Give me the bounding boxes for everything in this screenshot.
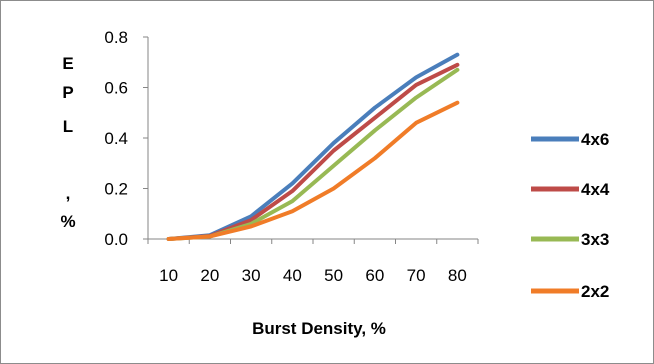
legend-label-4x4: 4x4 [581,180,610,199]
x-tick-label: 30 [242,266,261,285]
x-tick-label: 80 [448,266,467,285]
x-axis-ticks: 10 20 30 40 50 60 70 80 [147,239,479,285]
y-tick-label: 0.0 [104,230,128,249]
legend-label-4x6: 4x6 [581,130,609,149]
y-axis-title-char: P [62,83,73,102]
x-tick-label: 10 [159,266,178,285]
series-lines [166,52,460,241]
x-tick-label: 60 [365,266,384,285]
y-tick-label: 0.2 [104,180,128,199]
series-line-2x2 [166,100,460,241]
series-line-4x4 [166,62,460,241]
x-axis-title: Burst Density, % [252,319,386,338]
y-axis-ticks: 0.0 0.2 0.4 0.6 0.8 [104,28,148,249]
y-tick-label: 0.8 [104,28,128,47]
legend-label-2x2: 2x2 [581,282,609,301]
y-tick-label: 0.6 [104,79,128,98]
series-line-3x3 [166,67,460,241]
x-tick-label: 40 [283,266,302,285]
y-tick-label: 0.4 [104,129,128,148]
x-tick-label: 50 [324,266,343,285]
y-axis-title-char: , [66,184,71,203]
y-axis-title-char: E [62,54,73,73]
x-tick-label: 20 [200,266,219,285]
x-tick-label: 70 [407,266,426,285]
legend: 4x6 4x4 3x3 2x2 [531,130,610,301]
y-axis-title: EPL,% [60,54,75,231]
legend-label-3x3: 3x3 [581,230,609,249]
y-axis-title-char: L [63,117,73,136]
y-axis-title-char: % [60,212,75,231]
series-line-4x6 [166,52,460,241]
